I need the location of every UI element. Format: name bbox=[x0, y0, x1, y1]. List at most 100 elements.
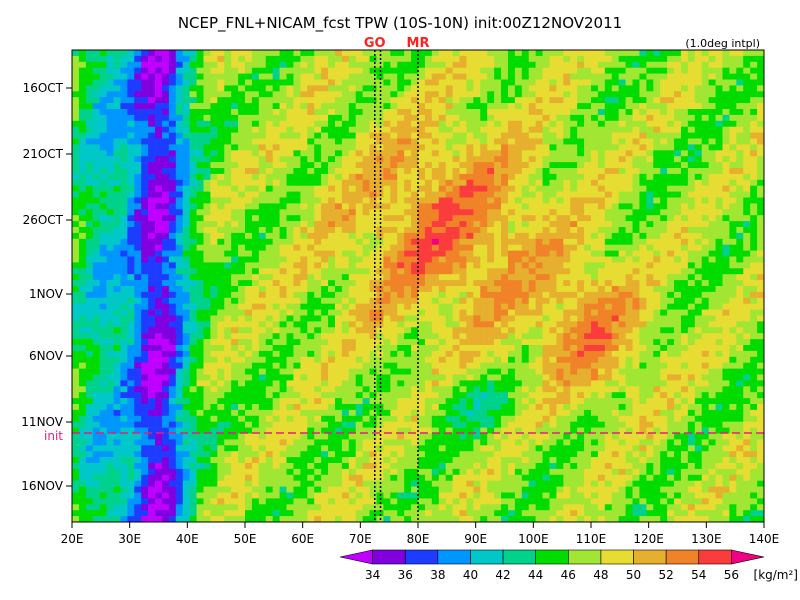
field-cell bbox=[757, 197, 765, 204]
field-cell bbox=[182, 244, 190, 251]
field-cell bbox=[307, 203, 315, 210]
field-cell bbox=[224, 221, 232, 228]
field-cell bbox=[217, 215, 225, 222]
field-cell bbox=[328, 303, 336, 310]
field-cell bbox=[85, 321, 94, 328]
field-cell bbox=[113, 280, 121, 287]
field-cell bbox=[341, 144, 350, 151]
field-cell bbox=[85, 227, 94, 234]
field-cell bbox=[411, 227, 419, 234]
field-cell bbox=[632, 209, 640, 216]
field-cell bbox=[591, 173, 599, 181]
field-cell bbox=[708, 103, 716, 110]
field-cell bbox=[279, 120, 287, 127]
field-cell bbox=[92, 327, 100, 334]
field-cell bbox=[563, 321, 571, 328]
field-cell bbox=[231, 162, 239, 169]
field-cell bbox=[404, 162, 412, 169]
field-cell bbox=[473, 126, 481, 133]
field-cell bbox=[639, 209, 647, 216]
field-cell bbox=[591, 274, 599, 281]
field-cell bbox=[736, 85, 744, 92]
field-cell bbox=[189, 309, 197, 316]
field-cell bbox=[570, 138, 578, 145]
field-cell bbox=[155, 327, 163, 334]
field-cell bbox=[78, 156, 87, 163]
field-cell bbox=[570, 179, 578, 186]
field-cell bbox=[438, 150, 446, 157]
field-cell bbox=[251, 262, 260, 269]
field-cell bbox=[175, 250, 184, 257]
field-cell bbox=[729, 162, 737, 169]
field-cell bbox=[480, 291, 488, 299]
field-cell bbox=[72, 179, 80, 186]
field-cell bbox=[348, 333, 357, 340]
field-cell bbox=[210, 85, 218, 92]
field-cell bbox=[424, 162, 433, 169]
field-cell bbox=[514, 256, 523, 263]
field-cell bbox=[424, 168, 433, 175]
field-cell bbox=[300, 97, 308, 104]
field-cell bbox=[528, 291, 536, 299]
field-cell bbox=[729, 144, 737, 151]
field-cell bbox=[196, 132, 204, 139]
field-cell bbox=[708, 120, 716, 127]
field-cell bbox=[528, 85, 536, 92]
field-cell bbox=[390, 126, 398, 133]
field-cell bbox=[715, 168, 723, 175]
field-cell bbox=[72, 109, 80, 116]
field-cell bbox=[397, 197, 405, 204]
field-cell bbox=[348, 321, 357, 328]
field-cell bbox=[341, 61, 350, 68]
field-cell bbox=[369, 73, 377, 80]
field-cell bbox=[701, 250, 709, 257]
field-cell bbox=[258, 73, 267, 80]
field-cell bbox=[604, 291, 613, 299]
field-cell bbox=[397, 327, 405, 334]
field-cell bbox=[300, 150, 308, 157]
field-cell bbox=[584, 85, 592, 92]
field-cell bbox=[300, 114, 308, 122]
field-cell bbox=[597, 274, 606, 281]
field-cell bbox=[646, 97, 654, 104]
field-cell bbox=[224, 103, 232, 110]
field-cell bbox=[556, 173, 564, 181]
field-cell bbox=[708, 268, 716, 275]
field-cell bbox=[431, 309, 440, 316]
field-cell bbox=[182, 85, 190, 92]
field-cell bbox=[286, 333, 294, 340]
field-cell bbox=[701, 232, 709, 240]
field-cell bbox=[85, 114, 94, 122]
field-cell bbox=[189, 256, 197, 263]
field-cell bbox=[383, 221, 391, 228]
field-cell bbox=[182, 291, 190, 299]
field-cell bbox=[438, 221, 446, 228]
field-cell bbox=[175, 191, 184, 198]
field-cell bbox=[701, 114, 709, 122]
field-cell bbox=[300, 191, 308, 198]
field-cell bbox=[383, 126, 391, 133]
field-cell bbox=[78, 309, 87, 316]
field-cell bbox=[210, 162, 218, 169]
field-cell bbox=[507, 250, 516, 257]
field-cell bbox=[722, 268, 730, 275]
field-cell bbox=[120, 150, 128, 157]
field-cell bbox=[383, 173, 391, 181]
field-cell bbox=[161, 73, 170, 80]
field-cell bbox=[597, 321, 606, 328]
field-cell bbox=[106, 79, 114, 86]
field-cell bbox=[203, 286, 211, 293]
field-cell bbox=[424, 120, 433, 127]
field-cell bbox=[418, 185, 426, 192]
field-cell bbox=[542, 268, 550, 275]
field-cell bbox=[85, 132, 94, 139]
field-cell bbox=[660, 97, 668, 104]
field-cell bbox=[611, 268, 619, 275]
field-cell bbox=[722, 339, 730, 346]
field-cell bbox=[680, 238, 689, 245]
field-cell bbox=[501, 232, 509, 240]
field-cell bbox=[390, 109, 398, 116]
field-cell bbox=[258, 85, 267, 92]
field-cell bbox=[584, 268, 592, 275]
field-cell bbox=[549, 238, 557, 245]
